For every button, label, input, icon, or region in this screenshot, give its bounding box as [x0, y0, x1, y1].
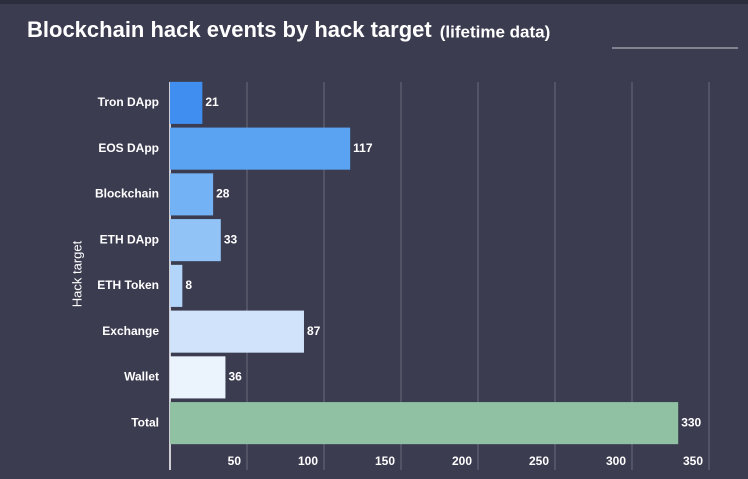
y-tick-label: Wallet — [124, 370, 159, 384]
chart-subtitle: (lifetime data) — [440, 22, 551, 41]
y-tick-label: Total — [131, 415, 159, 429]
y-tick-label: Exchange — [102, 324, 159, 338]
bar — [170, 264, 183, 307]
y-tick-label: Tron DApp — [98, 95, 159, 109]
x-tick-label: 100 — [298, 454, 318, 468]
x-tick-label: 50 — [228, 454, 242, 468]
bar — [170, 127, 351, 170]
x-tick-label: 200 — [452, 454, 472, 468]
value-label: 117 — [353, 141, 373, 155]
value-label: 21 — [205, 95, 219, 109]
top-strip — [0, 0, 748, 4]
x-tick-label: 250 — [529, 454, 549, 468]
value-label: 8 — [185, 278, 192, 292]
bar — [170, 310, 304, 353]
y-tick-label: ETH DApp — [100, 232, 159, 246]
chart-title: Blockchain hack events by hack target — [27, 17, 432, 42]
y-tick-label: Blockchain — [95, 187, 159, 201]
x-tick-label: 350 — [683, 454, 703, 468]
bar — [170, 356, 226, 399]
value-label: 87 — [307, 324, 321, 338]
value-label: 330 — [681, 415, 701, 429]
bar — [170, 81, 203, 124]
value-label: 28 — [216, 187, 230, 201]
bar — [170, 219, 221, 262]
bar — [170, 402, 679, 445]
value-label: 36 — [228, 370, 242, 384]
bar — [170, 173, 214, 216]
y-axis-label: Hack target — [69, 240, 84, 307]
value-label: 33 — [224, 232, 238, 246]
y-tick-label: EOS DApp — [98, 141, 159, 155]
x-tick-label: 300 — [606, 454, 626, 468]
x-tick-label: 150 — [375, 454, 395, 468]
y-tick-label: ETH Token — [97, 278, 159, 292]
